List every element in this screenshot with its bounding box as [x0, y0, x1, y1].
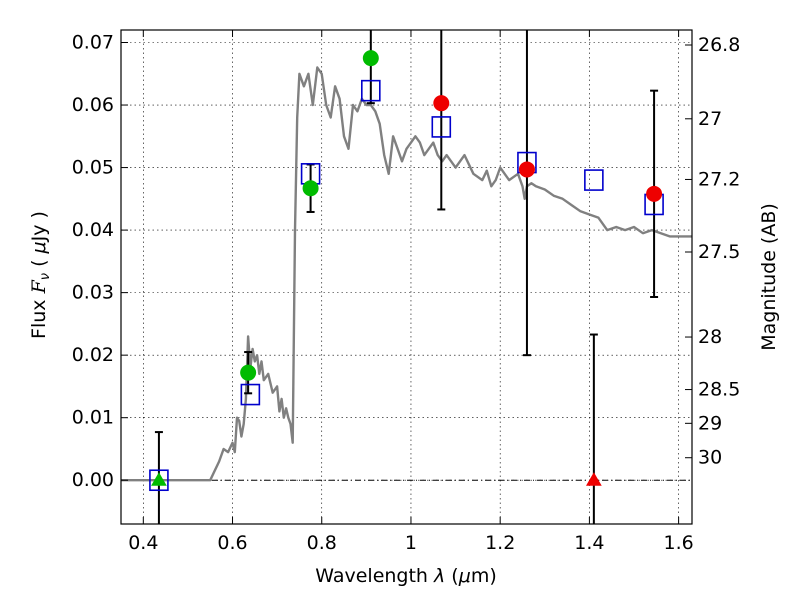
upper-limit-triangle-marker	[151, 472, 167, 486]
model-square-marker	[361, 79, 381, 102]
y2-axis-title: Magnitude (AB)	[758, 203, 780, 351]
y-tick-label: 0.02	[72, 344, 114, 366]
y-tick-label: 0.06	[72, 94, 114, 116]
x-axis-title: Wavelength λ (μm)	[315, 565, 496, 587]
mag-tick-label: 28.5	[698, 379, 740, 401]
mag-tick-label: 29	[698, 412, 722, 434]
model-square-marker	[584, 169, 604, 191]
observed-circle-marker	[302, 180, 319, 197]
mag-tick-label: 27.5	[698, 241, 740, 263]
x-tick-label: 0.6	[217, 532, 247, 554]
model-square-marker	[240, 383, 261, 406]
observed-circle-marker	[433, 95, 450, 112]
x-tick-label: 0.4	[128, 532, 158, 554]
x-tick-labels: 0.4 0.6 0.8 1 1.2 1.4 1.6	[128, 532, 694, 554]
x-tick-label: 1	[405, 532, 417, 554]
mag-tick-label: 26.8	[698, 34, 740, 56]
x-tick-label: 1.4	[574, 532, 604, 554]
magnitude-tick-labels: 26.8 27 27.2 27.5 28 28.5 29 30	[698, 34, 740, 469]
mag-tick-label: 28	[698, 326, 722, 348]
observed-circle-marker	[362, 50, 379, 67]
plot-frame	[120, 29, 693, 525]
y-tick-labels: 0.00 0.01 0.02 0.03 0.04 0.05 0.06 0.07	[72, 32, 114, 492]
x-tick-label: 0.8	[307, 532, 337, 554]
mag-tick-label: 27	[698, 108, 722, 130]
observed-circle-marker	[646, 185, 663, 202]
axis-ticks	[121, 30, 692, 524]
y-tick-label: 0.05	[72, 157, 114, 179]
x-tick-label: 1.6	[664, 532, 694, 554]
y-axis-title: Flux Fν ( μJy )	[28, 211, 53, 339]
y-tick-label: 0.03	[72, 282, 114, 304]
x-tick-label: 1.2	[485, 532, 515, 554]
observed-circle-marker	[518, 161, 535, 178]
plot-background	[121, 30, 692, 524]
y-tick-label: 0.07	[72, 32, 114, 54]
y-tick-label: 0.01	[72, 407, 114, 429]
mag-tick-label: 30	[698, 447, 722, 469]
upper-limit-triangle-marker	[585, 472, 602, 486]
data-markers	[149, 50, 664, 492]
observed-circle-marker	[240, 364, 257, 381]
model-square-marker	[431, 116, 452, 138]
y-tick-label: 0.00	[72, 469, 114, 491]
y-tick-label: 0.04	[72, 219, 114, 241]
sed-model-curve	[121, 66, 692, 482]
model-square-marker	[149, 469, 169, 492]
mag-tick-label: 27.2	[698, 168, 740, 190]
sed-model-layer	[121, 66, 692, 482]
